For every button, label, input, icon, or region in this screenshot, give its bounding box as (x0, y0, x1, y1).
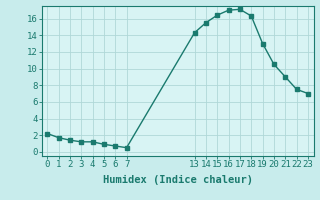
X-axis label: Humidex (Indice chaleur): Humidex (Indice chaleur) (103, 175, 252, 185)
